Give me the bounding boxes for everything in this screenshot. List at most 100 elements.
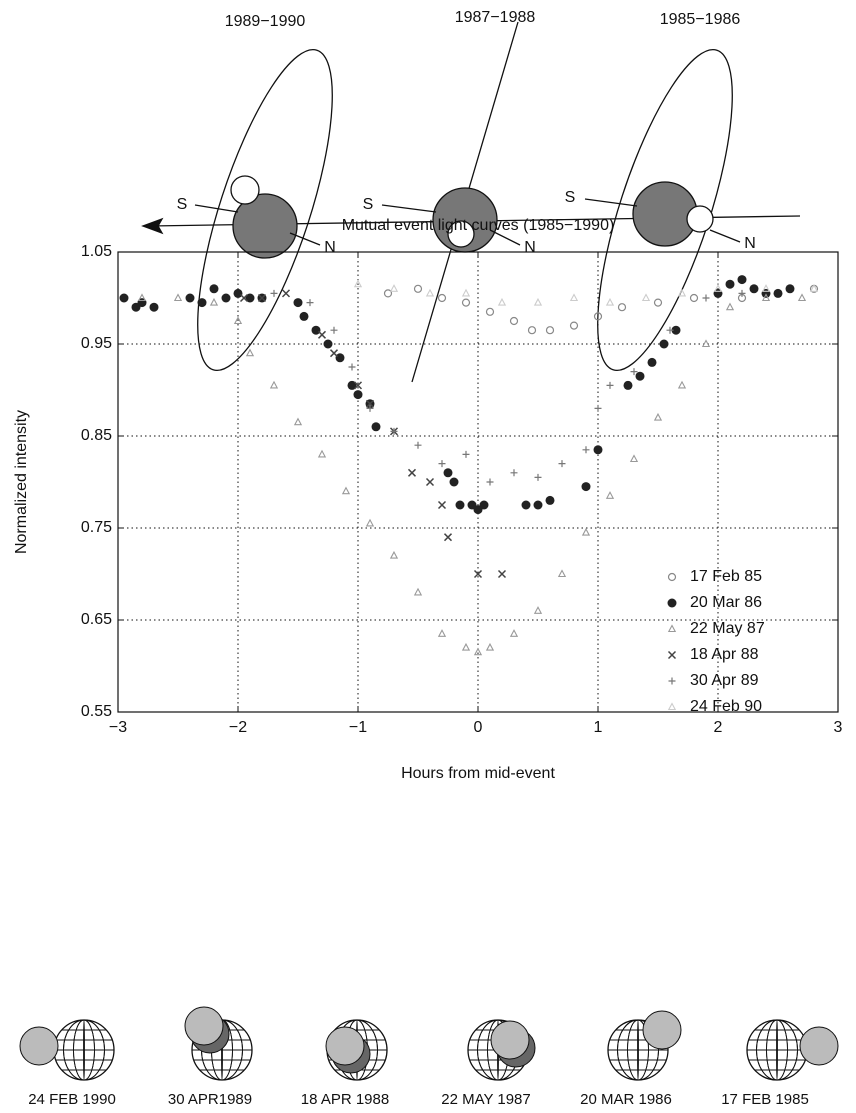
- data-point: [629, 454, 639, 463]
- data-point: [173, 293, 183, 302]
- data-point: [209, 284, 219, 294]
- data-point: [371, 422, 381, 432]
- legend-label: 24 Feb 90: [690, 698, 762, 715]
- globe-grid: [617, 1019, 659, 1081]
- x-axis-label: Hours from mid-event: [401, 765, 555, 782]
- data-point: [593, 312, 603, 321]
- data-point: [245, 293, 255, 303]
- data-point: [606, 381, 614, 389]
- data-point: [341, 486, 351, 495]
- data-point: [233, 316, 243, 325]
- data-point: [119, 293, 129, 303]
- data-point: [581, 527, 591, 536]
- legend-marker: [667, 598, 677, 608]
- legend-marker: [667, 650, 677, 660]
- data-point: [347, 380, 357, 390]
- y-axis-label: Normalized intensity: [13, 410, 30, 554]
- data-point: [389, 550, 399, 559]
- y-tick-label: 1.05: [81, 243, 112, 260]
- y-tick-label: 0.95: [81, 335, 112, 352]
- data-point: [486, 478, 494, 486]
- data-point: [527, 326, 537, 335]
- data-point: [701, 339, 711, 348]
- pole-line: [489, 229, 521, 246]
- legend-marker: [667, 624, 677, 633]
- data-point: [437, 293, 447, 303]
- data-point: [348, 363, 356, 371]
- data-point: [425, 477, 435, 487]
- data-point: [306, 299, 314, 307]
- data-point: [437, 629, 447, 637]
- data-point: [455, 500, 465, 510]
- x-tick-label: 0: [474, 719, 483, 736]
- data-point: [462, 450, 470, 458]
- data-point: [533, 606, 543, 614]
- data-point: [461, 298, 471, 307]
- data-point: [425, 288, 435, 297]
- data-point: [485, 307, 495, 316]
- data-point: [594, 404, 602, 412]
- data-point: [581, 482, 591, 492]
- legend-label: 30 Apr 89: [690, 672, 759, 689]
- data-point: [666, 326, 674, 334]
- data-point: [497, 297, 507, 306]
- data-point: [797, 293, 807, 302]
- data-point: [149, 302, 159, 312]
- x-tick-label: −1: [349, 719, 367, 736]
- data-point: [689, 293, 699, 303]
- pole-label: S: [177, 196, 188, 213]
- data-point: [545, 326, 555, 335]
- data-point: [311, 325, 321, 335]
- data-point: [269, 380, 279, 389]
- data-point: [623, 380, 633, 390]
- data-point: [630, 368, 638, 376]
- data-point: [270, 289, 278, 297]
- event-date: 30 APR1989: [168, 1091, 252, 1108]
- data-point: [534, 473, 542, 481]
- pole-label: N: [324, 239, 336, 256]
- data-point: [293, 417, 303, 426]
- x-tick-label: −3: [109, 719, 127, 736]
- chart-title: Mutual event light curves (1985−1990): [342, 217, 615, 234]
- data-point: [617, 303, 627, 312]
- data-point: [509, 316, 519, 326]
- orbit-diagram: [141, 21, 801, 383]
- x-tick-label: 3: [834, 719, 843, 736]
- data-point: [510, 469, 518, 477]
- data-point: [569, 293, 579, 302]
- event-diagrams: 24 FEB 1990 30 APR1989 18 APR 1988 22 MAY 1…: [19, 1006, 839, 1108]
- data-point: [557, 569, 567, 578]
- data-point: [659, 339, 669, 349]
- event-date: 18 APR 1988: [301, 1091, 389, 1108]
- data-point: [366, 404, 374, 412]
- arrow-head: [141, 217, 164, 235]
- data-point: [702, 294, 710, 302]
- legend-marker: [668, 677, 676, 685]
- globe-grid: [756, 1019, 798, 1081]
- data-point: [209, 297, 219, 306]
- x-tick-label: −2: [229, 719, 247, 736]
- pole-label: N: [524, 239, 536, 256]
- satellite: [184, 1006, 224, 1046]
- orbit-label: 1987−1988: [455, 9, 536, 26]
- y-tick-label: 0.65: [81, 611, 112, 628]
- data-point: [437, 500, 447, 510]
- data-point: [653, 298, 663, 307]
- data-point: [461, 642, 471, 651]
- data-point: [197, 298, 207, 308]
- event-date: 24 FEB 1990: [28, 1091, 116, 1108]
- data-point: [329, 349, 339, 358]
- data-point: [749, 284, 759, 294]
- data-point: [413, 587, 423, 596]
- data-point: [365, 399, 375, 408]
- data-point: [185, 293, 195, 303]
- legend-label: 20 Mar 86: [690, 594, 762, 611]
- data-point: [449, 477, 459, 487]
- data-point: [443, 468, 453, 478]
- data-point: [713, 284, 723, 292]
- pole-line: [381, 204, 437, 213]
- legend-marker: [667, 572, 677, 582]
- data-point: [335, 353, 345, 363]
- pole-line: [194, 204, 239, 213]
- data-point: [365, 518, 375, 527]
